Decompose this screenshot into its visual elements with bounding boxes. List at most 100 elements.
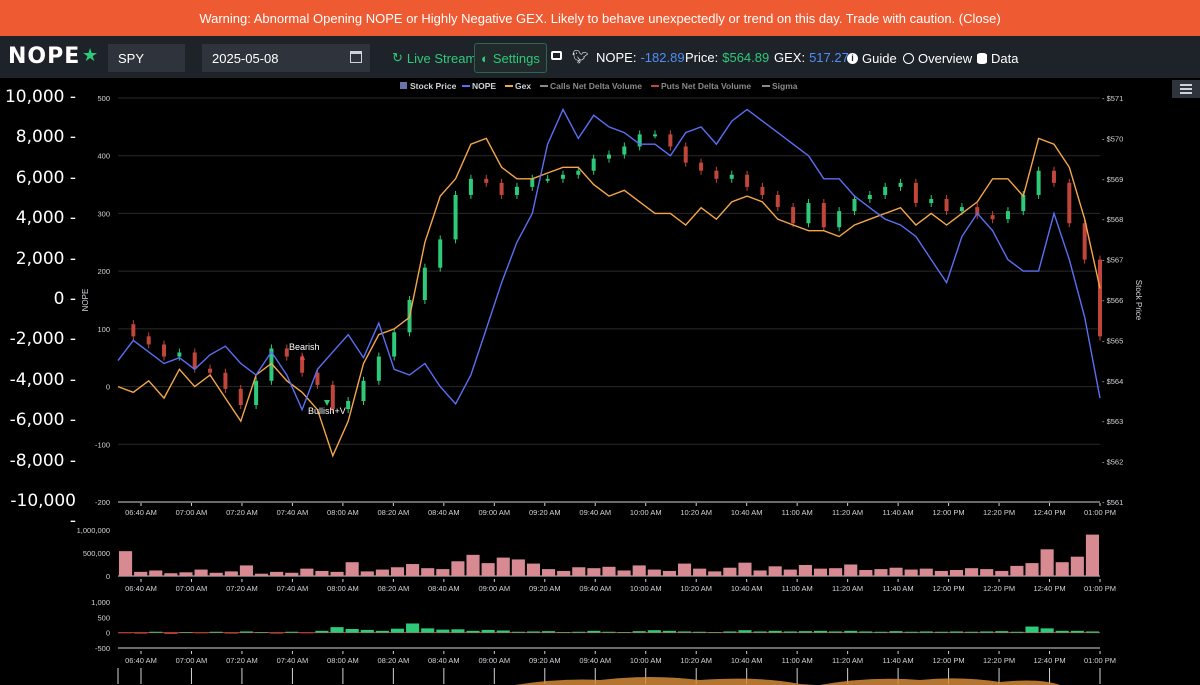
price-candle bbox=[146, 336, 151, 345]
main-chart-svg[interactable]: Stock Price NOPE Gex Calls Net Delta Volume… bbox=[0, 78, 1200, 685]
volume-bar bbox=[1025, 563, 1039, 576]
x-axis-tick: 08:00 AM bbox=[327, 584, 359, 593]
volume-bar bbox=[179, 572, 193, 576]
nope-axis-tick: -200 bbox=[95, 498, 110, 507]
overview-link[interactable]: Overview bbox=[903, 46, 972, 70]
price-axis-label: Stock Price bbox=[1134, 280, 1143, 321]
volume-bar bbox=[904, 569, 918, 576]
net-delta-bar bbox=[451, 629, 465, 633]
x-axis-tick: 09:40 AM bbox=[579, 656, 611, 665]
net-delta-bar bbox=[798, 631, 812, 633]
left-scale: 10,000 - 8,000 - 6,000 - 4,000 - 2,000 - 0 - -… bbox=[0, 78, 80, 531]
nope-value: -182.89 bbox=[640, 50, 685, 65]
hamburger-line bbox=[1180, 84, 1192, 86]
price-candle bbox=[745, 174, 750, 187]
settings-button[interactable]: ◐ Settings bbox=[474, 43, 547, 73]
net-delta-bar bbox=[1025, 626, 1039, 633]
price-axis-tick: - $569 bbox=[1102, 175, 1123, 184]
price-candle bbox=[484, 178, 489, 183]
net-delta-bar bbox=[995, 631, 1009, 633]
left-scale-tick: 2,000 - bbox=[15, 248, 76, 269]
x-axis-tick: 11:00 AM bbox=[782, 508, 813, 517]
price-candle bbox=[729, 174, 734, 179]
price-candle bbox=[1067, 182, 1072, 224]
net-delta-bar bbox=[783, 631, 797, 633]
volume-bar bbox=[708, 571, 722, 576]
nope-axis-tick: 400 bbox=[97, 152, 110, 161]
price-candle bbox=[883, 186, 888, 195]
volume-bar bbox=[949, 570, 964, 576]
x-axis-tick: 11:20 AM bbox=[832, 508, 863, 517]
net-delta-bar bbox=[134, 632, 148, 634]
x-axis-tick: 11:40 AM bbox=[883, 656, 914, 665]
price-candle bbox=[223, 372, 228, 389]
volume-bar bbox=[723, 567, 737, 576]
price-candle bbox=[468, 178, 473, 195]
volume-bar bbox=[119, 551, 133, 576]
price-candle bbox=[622, 146, 627, 155]
guide-link[interactable]: i Guide bbox=[847, 46, 897, 70]
star-icon[interactable]: ★ bbox=[82, 45, 99, 65]
volume-bar bbox=[557, 570, 571, 576]
volume-bar bbox=[768, 566, 782, 576]
net-delta-bar bbox=[270, 632, 284, 634]
price-axis-tick: - $571 bbox=[1102, 94, 1123, 103]
volume-bar bbox=[390, 567, 405, 576]
x-axis-tick: 10:40 AM bbox=[731, 584, 763, 593]
price-candle bbox=[300, 356, 305, 373]
nope-logo[interactable]: NOPE bbox=[8, 44, 81, 69]
x-axis-tick: 12:20 PM bbox=[983, 656, 1015, 665]
price-candle bbox=[1051, 170, 1056, 183]
bearish-marker bbox=[300, 354, 305, 360]
volume-bar bbox=[134, 571, 148, 576]
hamburger-line bbox=[1180, 92, 1192, 94]
database-icon bbox=[977, 52, 987, 64]
x-axis-tick: 07:00 AM bbox=[176, 508, 208, 517]
net-delta-bar bbox=[723, 631, 737, 633]
left-scale-tick: 10,000 - bbox=[4, 87, 76, 107]
warning-banner[interactable]: Warning: Abnormal Opening NOPE or Highly… bbox=[0, 0, 1200, 36]
net-delta-bar bbox=[768, 630, 782, 633]
x-axis-tick: 10:20 AM bbox=[680, 584, 712, 593]
chart-area: 10,000 - 8,000 - 6,000 - 4,000 - 2,000 - 0 - -… bbox=[0, 78, 1200, 685]
net-delta-axis-tick: 500 bbox=[97, 613, 110, 622]
date-input[interactable]: 2025-05-08 bbox=[202, 44, 370, 72]
net-delta-bar bbox=[662, 630, 676, 633]
price-candle bbox=[315, 372, 320, 385]
chart-menu-button[interactable] bbox=[1172, 80, 1200, 98]
volume-bar bbox=[542, 569, 556, 576]
net-delta-bar bbox=[119, 632, 133, 634]
data-link[interactable]: Data bbox=[977, 46, 1018, 70]
net-delta-axis-tick: 1,000 bbox=[91, 598, 110, 607]
net-delta-bar bbox=[436, 629, 450, 633]
live-stream-button[interactable]: ↻ Live Stream bbox=[392, 46, 476, 70]
volume-axis-tick: 1,000,000 bbox=[77, 526, 110, 535]
gex-label: GEX: bbox=[774, 50, 806, 65]
price-candle bbox=[131, 324, 136, 337]
price-candle bbox=[929, 199, 934, 204]
calendar-icon[interactable] bbox=[350, 51, 362, 63]
net-delta-bar bbox=[164, 632, 178, 634]
x-axis-tick: 09:20 AM bbox=[529, 584, 561, 593]
volume-bar bbox=[239, 565, 253, 576]
net-delta-bar bbox=[511, 631, 525, 633]
x-axis-tick: 07:00 AM bbox=[176, 584, 208, 593]
net-delta-axis-tick: 0 bbox=[106, 629, 110, 638]
twitter-icon[interactable]: 🐦︎ bbox=[572, 49, 589, 64]
x-axis-tick: 09:40 AM bbox=[579, 508, 611, 517]
price-candle bbox=[975, 207, 980, 216]
ticker-input[interactable] bbox=[108, 44, 185, 72]
x-axis-tick: 09:20 AM bbox=[529, 508, 561, 517]
volume-bar bbox=[254, 573, 269, 576]
discord-icon[interactable] bbox=[551, 51, 562, 60]
price-candle bbox=[683, 146, 688, 163]
net-delta-bar bbox=[934, 631, 948, 633]
net-delta-bar bbox=[617, 632, 631, 633]
price-candle bbox=[284, 348, 289, 357]
gex-stat: GEX: 517.27 bbox=[774, 50, 849, 65]
volume-bar bbox=[421, 568, 435, 576]
net-delta-bar bbox=[677, 631, 692, 633]
warning-text[interactable]: Warning: Abnormal Opening NOPE or Highly… bbox=[199, 10, 1001, 26]
legend-label: Stock Price bbox=[410, 81, 457, 91]
volume-bar bbox=[798, 564, 812, 576]
